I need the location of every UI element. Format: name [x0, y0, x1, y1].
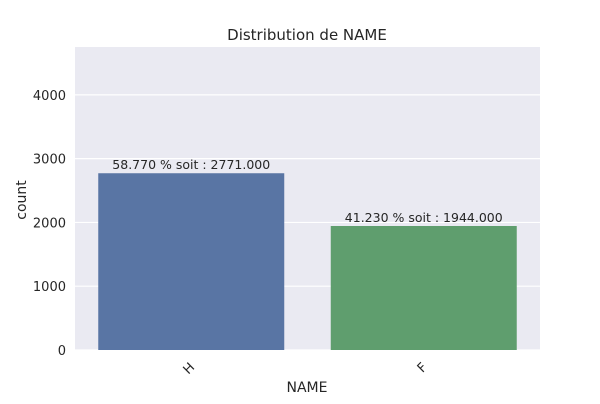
- x-tick-label: F: [415, 360, 431, 376]
- bar-H: [98, 173, 285, 350]
- y-tick-label: 0: [58, 344, 66, 359]
- x-axis-label: NAME: [287, 380, 328, 396]
- bar-data-label: 58.770 % soit : 2771.000: [112, 157, 270, 172]
- bars: [98, 173, 517, 350]
- y-tick-label: 2000: [33, 216, 66, 231]
- bar-labels: 58.770 % soit : 2771.000 41.230 % soit : …: [112, 157, 502, 225]
- y-tick-labels: 0 1000 2000 3000 4000: [33, 89, 66, 359]
- y-tick-label: 4000: [33, 89, 66, 104]
- chart-title: Distribution de NAME: [227, 26, 387, 44]
- bar-F: [330, 225, 517, 350]
- y-axis-label: count: [14, 180, 30, 220]
- y-tick-label: 3000: [33, 153, 66, 168]
- bar-data-label: 41.230 % soit : 1944.000: [345, 210, 503, 225]
- x-tick-label: H: [181, 360, 199, 378]
- y-tick-label: 1000: [33, 280, 66, 295]
